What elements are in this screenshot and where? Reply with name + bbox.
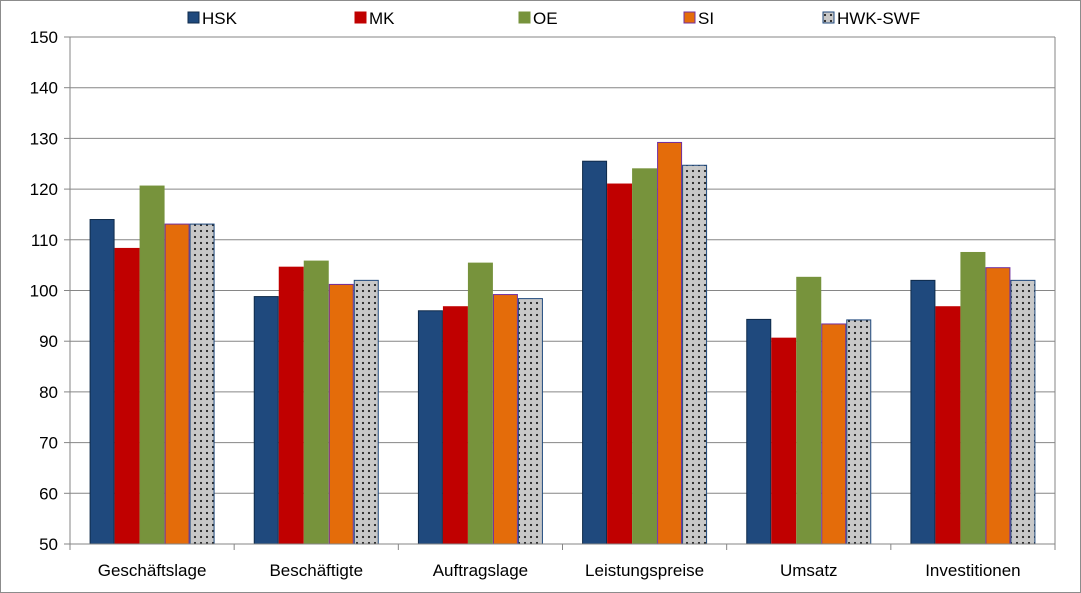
bar-si-1	[164, 223, 190, 545]
bar-oe-2	[303, 260, 329, 545]
bar-hwk-swf-2	[353, 279, 379, 545]
y-tick-label: 70	[39, 434, 58, 453]
y-tick-label: 80	[39, 383, 58, 402]
bar-hsk-6	[910, 279, 936, 545]
axes: 50 60 70 80 90 100 110 120 130 140 150 Geschäftslag…	[30, 28, 1056, 580]
bar-oe-3	[467, 262, 493, 545]
legend-swatch-mk	[354, 11, 367, 24]
bar-mk-4	[607, 183, 633, 545]
legend-swatch-hsk	[187, 11, 200, 24]
bar-hwk-swf-1	[189, 223, 215, 545]
bar-mk-2	[278, 266, 304, 545]
legend-swatch-oe	[518, 11, 531, 24]
bar-oe-4	[632, 168, 658, 545]
y-tick-label: 130	[30, 129, 58, 148]
bar-si-6	[985, 267, 1011, 545]
y-tick-label: 90	[39, 332, 58, 351]
legend-swatch-si	[683, 11, 696, 24]
bar-hsk-4	[582, 160, 608, 545]
bar-mk-5	[771, 337, 797, 545]
y-tick-label: 120	[30, 180, 58, 199]
x-category-label: Geschäftslage	[98, 561, 207, 580]
legend-label: MK	[369, 9, 395, 28]
y-tick-label: 100	[30, 282, 58, 301]
legend-label: SI	[698, 9, 714, 28]
bar-mk-3	[442, 306, 468, 545]
bars	[89, 141, 1036, 545]
bar-mk-6	[935, 306, 961, 545]
bar-hsk-2	[253, 296, 279, 545]
bar-hsk-1	[89, 219, 115, 545]
bar-oe-1	[139, 185, 165, 545]
y-tick-label: 150	[30, 28, 58, 47]
bar-oe-6	[960, 251, 986, 545]
legend-label: HWK-SWF	[837, 9, 920, 28]
bar-hwk-swf-4	[682, 164, 708, 545]
y-tick-label: 110	[31, 231, 58, 250]
bar-hwk-swf-5	[846, 319, 872, 545]
bar-mk-1	[114, 247, 140, 545]
bar-oe-5	[796, 276, 822, 545]
x-category-label: Beschäftigte	[269, 561, 363, 580]
bar-si-3	[492, 294, 518, 545]
y-tick-label: 140	[30, 79, 58, 98]
x-category-label: Leistungspreise	[585, 561, 704, 580]
bar-hsk-3	[417, 310, 443, 545]
bar-si-2	[328, 283, 354, 545]
bar-si-5	[821, 323, 847, 545]
legend: HSK MK OE SI HWK-SWF	[187, 9, 920, 28]
bar-hwk-swf-6	[1010, 279, 1036, 545]
x-category-label: Auftragslage	[433, 561, 528, 580]
x-category-label: Umsatz	[780, 561, 838, 580]
y-tick-label: 60	[39, 484, 58, 503]
x-category-label: Investitionen	[925, 561, 1020, 580]
y-tick-label: 50	[39, 535, 58, 554]
gridlines	[70, 36, 1055, 494]
bar-hwk-swf-3	[517, 298, 543, 545]
legend-label: OE	[533, 9, 558, 28]
bar-si-4	[657, 141, 683, 545]
bar-hsk-5	[746, 318, 772, 545]
legend-swatch-hwk-swf	[822, 11, 835, 24]
legend-label: HSK	[202, 9, 238, 28]
